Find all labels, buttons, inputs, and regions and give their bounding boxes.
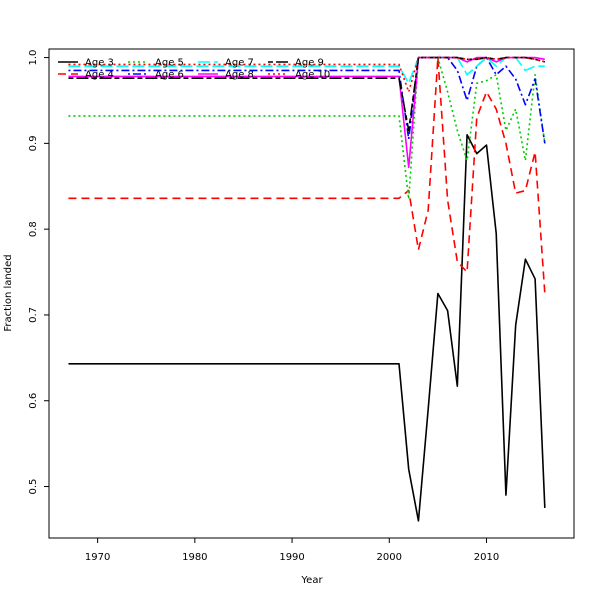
legend-label: Age 5 xyxy=(155,58,184,69)
y-tick-label: 0.9 xyxy=(28,135,39,151)
legend-label: Age 4 xyxy=(85,70,114,81)
legend-label: Age 7 xyxy=(225,58,254,69)
y-tick-label: 0.8 xyxy=(28,221,39,237)
y-tick-label: 0.5 xyxy=(28,479,39,495)
legend-label: Age 8 xyxy=(225,70,254,81)
legend-label: Age 10 xyxy=(295,70,330,81)
series-line-age-4 xyxy=(68,56,546,294)
series-line-age-8 xyxy=(68,56,545,169)
x-axis-title: Year xyxy=(300,575,323,586)
x-tick-label: 2010 xyxy=(474,552,499,563)
legend-label: Age 6 xyxy=(155,70,184,81)
x-tick-label: 2000 xyxy=(377,552,402,563)
plot-frame xyxy=(48,48,575,539)
legend-label: Age 9 xyxy=(295,58,324,69)
series-line-age-3 xyxy=(68,133,546,522)
series-line-age-9 xyxy=(68,56,546,132)
x-axis: 1970 1980 1990 2000 2010 xyxy=(85,538,499,563)
legend-label: Age 3 xyxy=(85,58,114,69)
x-tick-label: 1970 xyxy=(85,552,110,563)
x-tick-label: 1990 xyxy=(279,552,304,563)
y-axis-title: Fraction landed xyxy=(3,254,14,331)
y-tick-label: 1.0 xyxy=(28,50,39,66)
series-line-age-6 xyxy=(68,56,546,144)
series-line-age-7 xyxy=(68,56,545,85)
x-tick-label: 1980 xyxy=(182,552,207,563)
y-tick-label: 0.6 xyxy=(28,393,39,409)
y-axis: 0.5 0.6 0.7 0.8 0.9 1.0 xyxy=(28,50,49,495)
plot-lines xyxy=(68,56,546,522)
y-tick-label: 0.7 xyxy=(28,307,39,323)
